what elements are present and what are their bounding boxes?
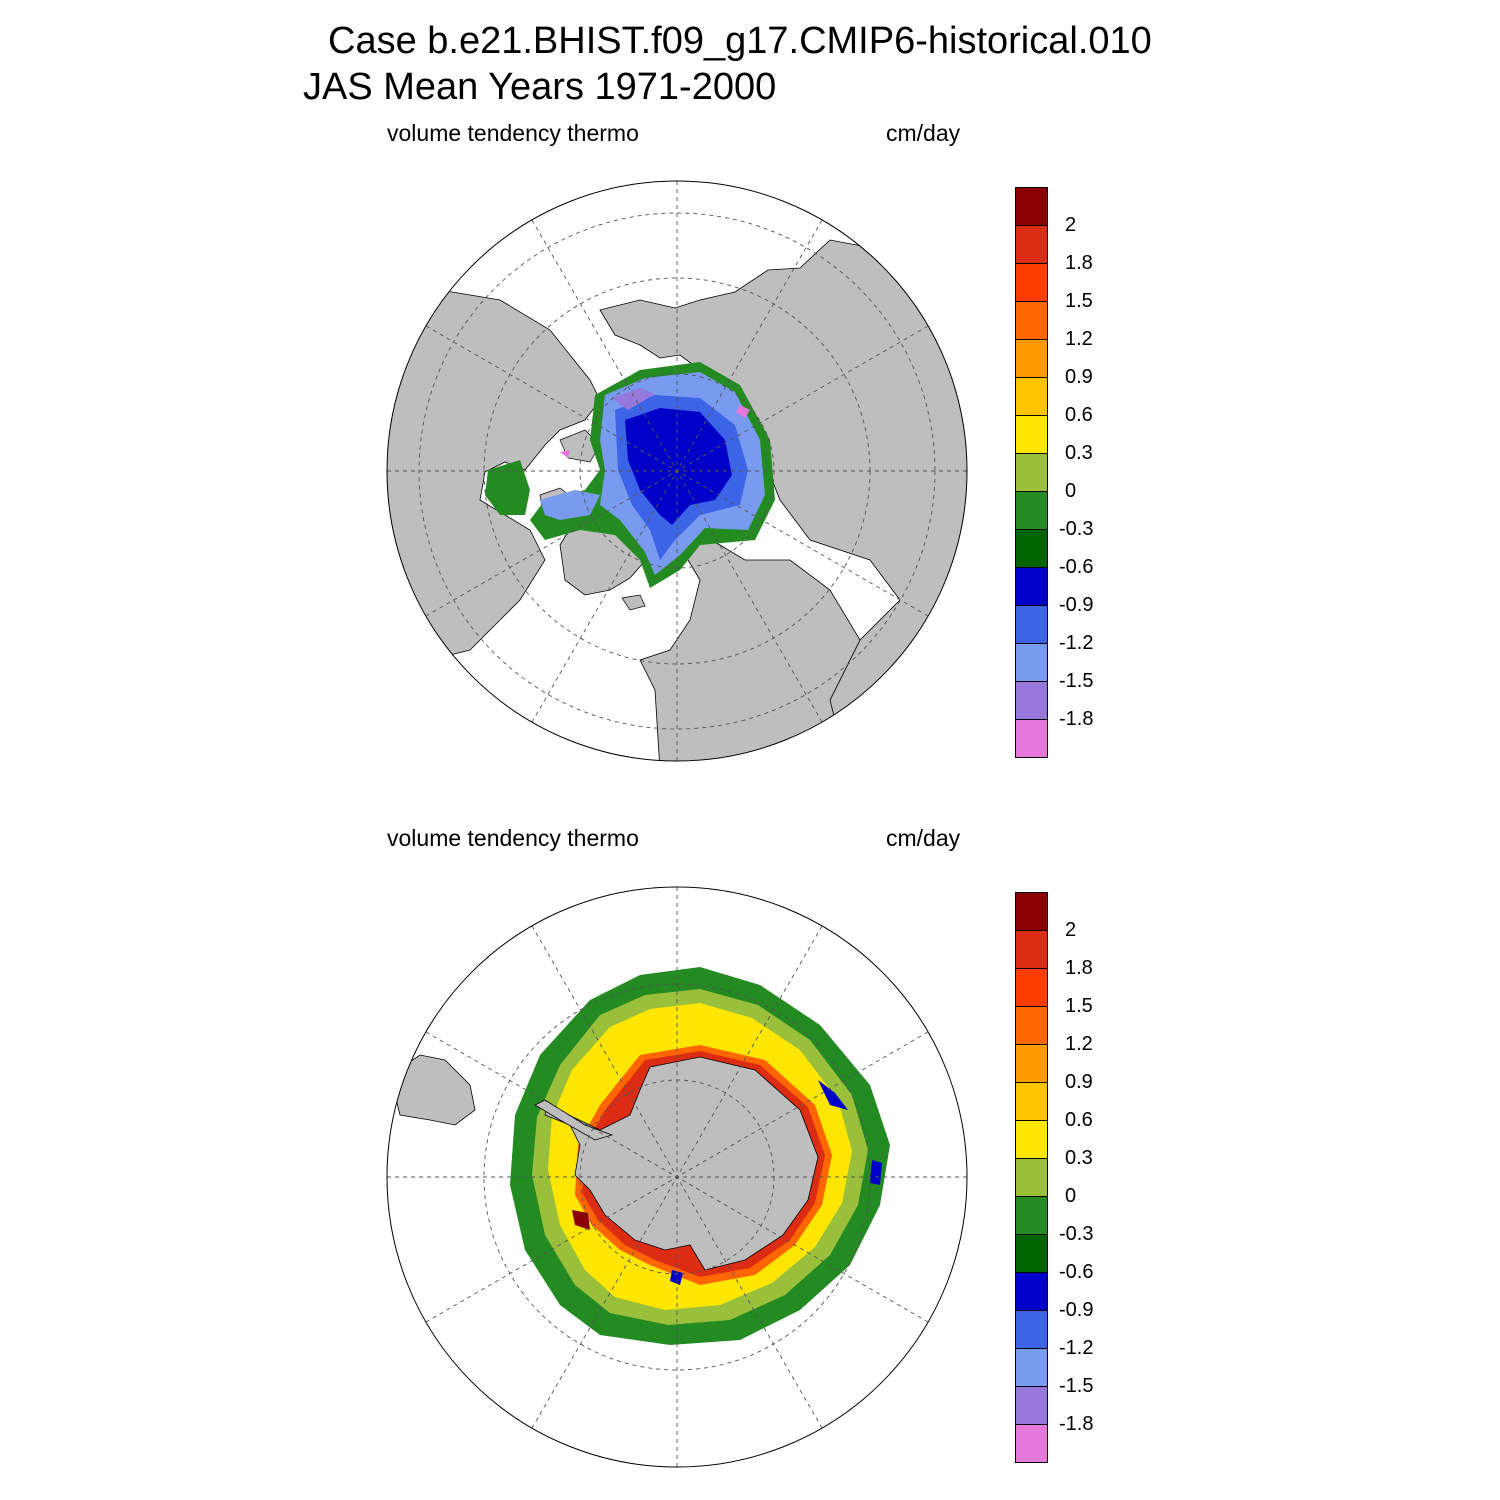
colorbar-swatch [1015,377,1048,416]
graticule [387,887,967,1467]
south-polar-panel: volume tendency thermo cm/day [0,705,1500,1468]
colorbar-swatch [1015,1082,1048,1121]
colorbar-label: -0.3 [1059,1223,1094,1245]
colorbar-label: -0.9 [1059,594,1094,616]
colorbar-label: -1.2 [1059,632,1094,654]
colorbar-label: -1.5 [1059,1375,1094,1397]
colorbar-swatch [1015,263,1048,302]
colorbar-swatch [1015,301,1048,340]
north-polar-panel: volume tendency thermo cm/day [386,120,1094,762]
field-darkblue [625,408,732,525]
colorbar-swatch [1015,605,1048,644]
colorbar-swatch [1015,1158,1048,1197]
field-canada-ice [540,490,600,520]
colorbar-swatch [1015,1120,1048,1159]
colorbar-swatch [1015,1006,1048,1045]
colorbar-swatch [1015,339,1048,378]
colorbar-label: 0.3 [1065,1147,1093,1169]
north-units-label: cm/day [886,120,961,146]
colorbar-swatch [1015,1234,1048,1273]
colorbar-label: 1.5 [1065,995,1093,1017]
graticule [387,181,967,761]
field-green-hudson [485,460,530,515]
colorbar-swatch [1015,453,1048,492]
colorbar-label: -1.8 [1059,1413,1094,1435]
colorbar-label: -0.9 [1059,1299,1094,1321]
field-purple [612,388,655,410]
colorbar-label: 1.2 [1065,1033,1093,1055]
colorbar-label: 0 [1065,1185,1077,1207]
colorbar-label: 0.9 [1065,366,1093,388]
colorbar-swatch [1015,1348,1048,1387]
colorbar-swatch [1015,1196,1048,1235]
colorbar-swatch [1015,1424,1048,1463]
colorbar-label: 0.6 [1065,1109,1093,1131]
colorbar-label: -0.6 [1059,556,1094,578]
colorbar-swatch [1015,1044,1048,1083]
colorbar-swatch [1015,930,1048,969]
field-darkred-patch [572,1210,590,1230]
colorbar-swatch [1015,1386,1048,1425]
colorbar-label: 2 [1065,214,1077,236]
colorbar-swatch [1015,491,1048,530]
colorbar-swatch [1015,225,1048,264]
colorbar-swatch [1015,567,1048,606]
colorbar-label: 1.5 [1065,290,1093,312]
land-antarctic-peninsula [534,1099,614,1141]
colorbar-label: 0.3 [1065,442,1093,464]
land-south-america [389,1054,476,1126]
colorbar-label: 1.8 [1065,252,1093,274]
south-units-label: cm/day [886,825,961,851]
colorbar-label: 1.2 [1065,328,1093,350]
colorbar-label: -1.8 [1059,708,1094,730]
colorbar-swatch [1015,719,1048,758]
north-variable-label: volume tendency thermo [387,120,639,146]
land-europe [639,529,861,761]
colorbar-swatch [1015,187,1048,226]
colorbar-swatch [1015,892,1048,931]
north-polar-map [386,180,968,762]
colorbar-swatch [1015,681,1048,720]
figure-title-period: JAS Mean Years 1971-2000 [303,66,777,108]
land-iceland [621,594,646,611]
colorbar-swatch [1015,529,1048,568]
colorbar-label: 1.8 [1065,957,1093,979]
colorbar-label: -0.6 [1059,1261,1094,1283]
colorbar-label: -1.5 [1059,670,1094,692]
figure-title-case: Case b.e21.BHIST.f09_g17.CMIP6-historica… [328,20,1152,62]
colorbar-swatch [1015,1272,1048,1311]
colorbar-label: -1.2 [1059,1337,1094,1359]
colorbar-label: 2 [1065,919,1077,941]
colorbar-swatch [1015,1310,1048,1349]
south-variable-label: volume tendency thermo [387,825,639,851]
colorbar-label: -0.3 [1059,518,1094,540]
land-north-america [387,289,601,661]
south-polar-map [386,886,968,1468]
colorbar-label: 0.6 [1065,404,1093,426]
colorbar-swatch [1015,415,1048,454]
colorbar-label: 0 [1065,480,1077,502]
colorbar-swatch [1015,968,1048,1007]
colorbar-swatch [1015,643,1048,682]
field-blue-east [818,1080,882,1185]
colorbar-label: 0.9 [1065,1071,1093,1093]
